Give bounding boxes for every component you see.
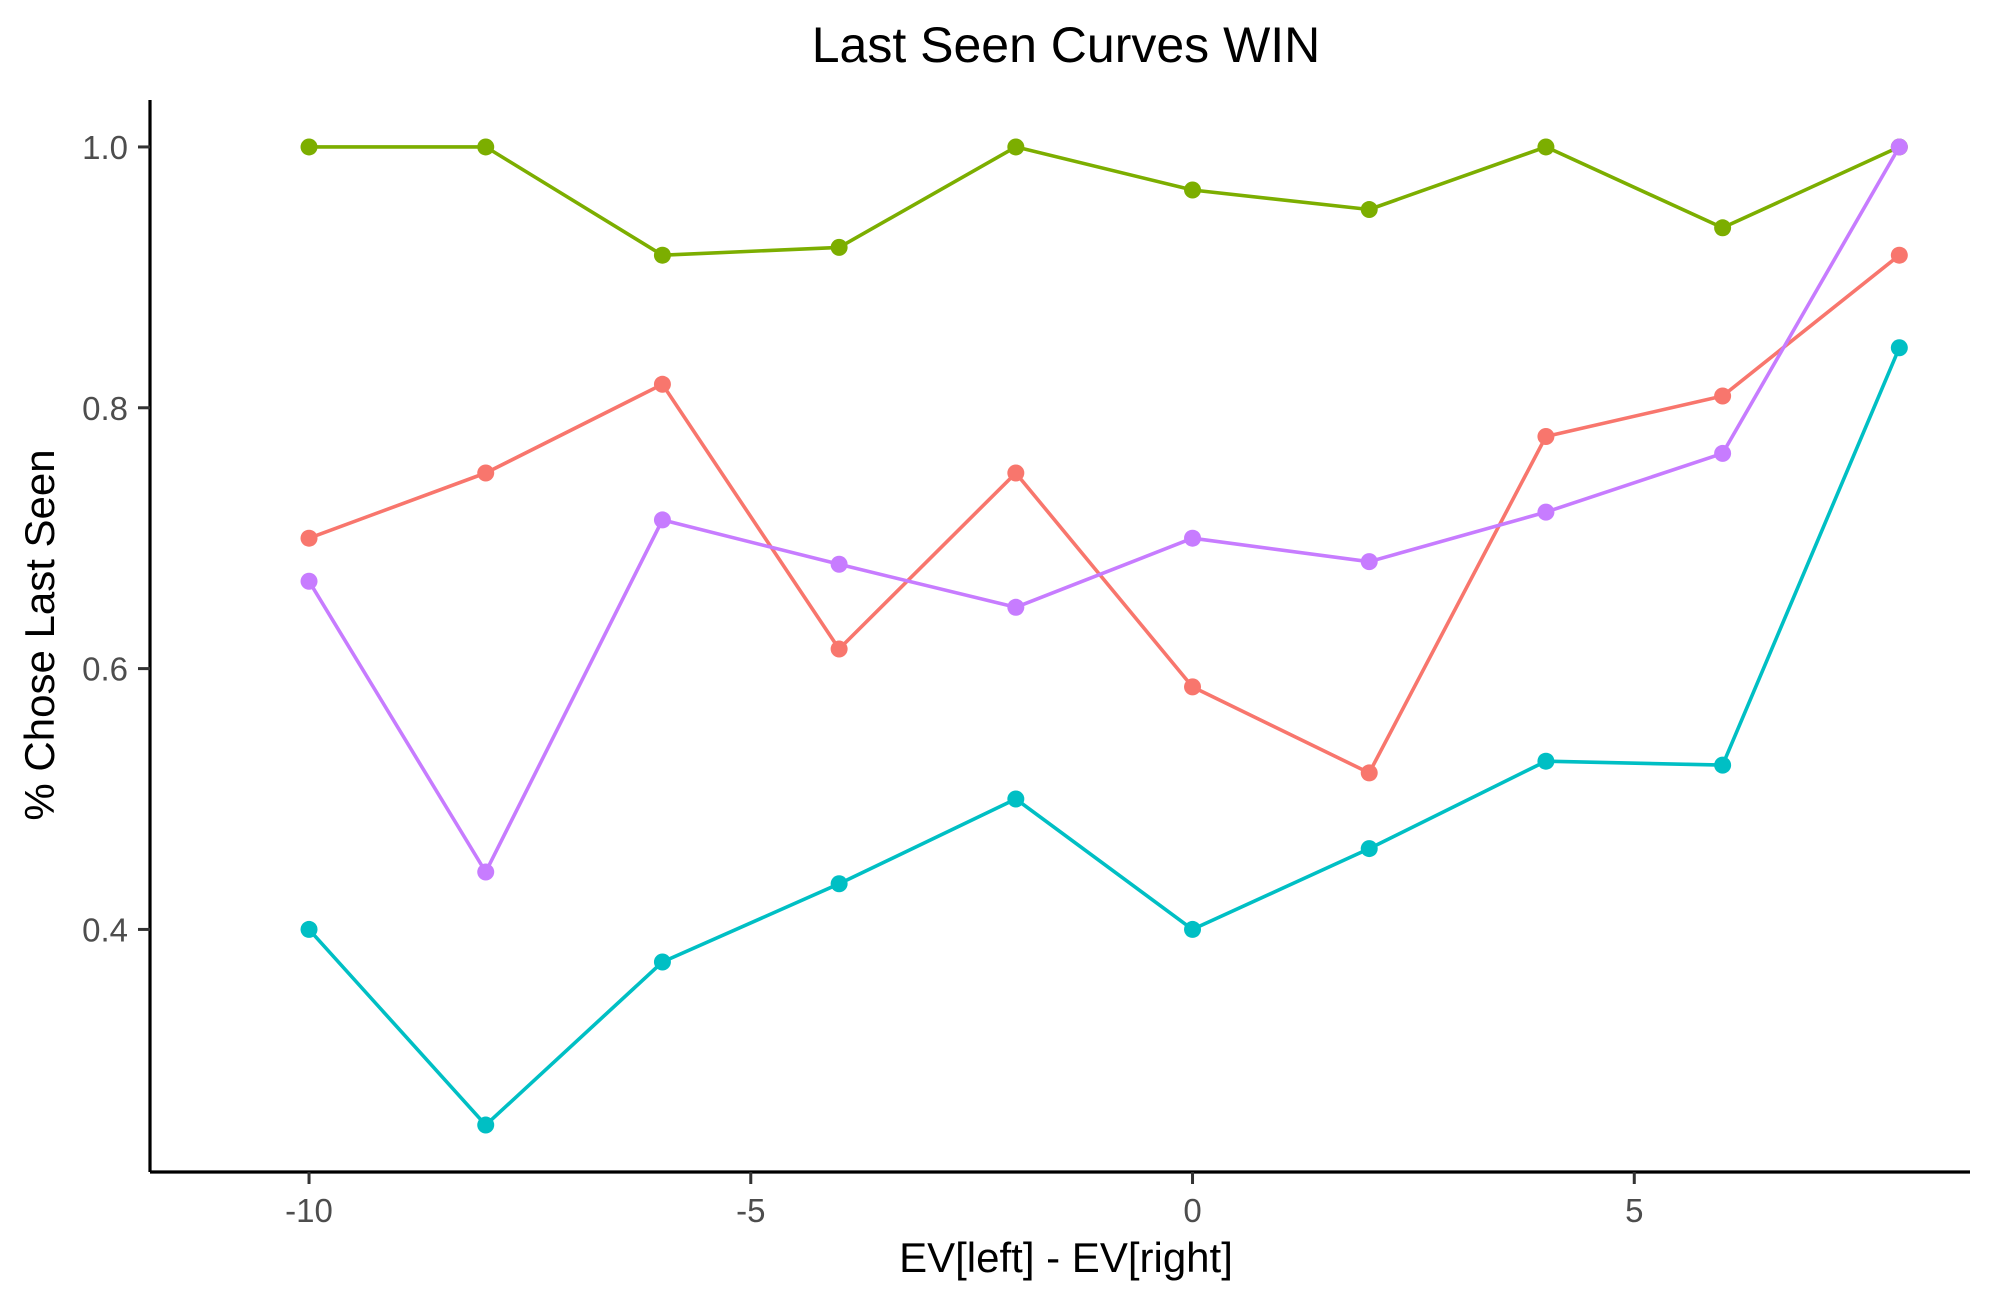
series-1-point <box>1714 387 1732 405</box>
series-2-point <box>477 138 495 156</box>
y-ticks: 0.4 0.6 0.8 1.0 <box>82 129 150 948</box>
series-1-point <box>830 640 848 658</box>
series-2-point <box>830 238 848 256</box>
series-1-point <box>1360 764 1378 782</box>
series-4-point <box>1714 444 1732 462</box>
series-2-point <box>1537 138 1555 156</box>
series-2-point <box>300 138 318 156</box>
series-3-point <box>477 1116 495 1134</box>
y-tick-label: 1.0 <box>82 129 128 166</box>
series-4-point <box>1184 529 1202 547</box>
x-axis-label: EV[left] - EV[right] <box>899 1234 1233 1281</box>
series-2-point <box>1007 138 1025 156</box>
series-3-point <box>1184 920 1202 938</box>
series-4-point <box>477 863 495 881</box>
y-tick-label: 0.6 <box>82 651 128 688</box>
series-1-point <box>1890 246 1908 264</box>
series-2 <box>300 138 1908 264</box>
y-tick-label: 0.8 <box>82 390 128 427</box>
series-4-point <box>1890 138 1908 156</box>
series-3-point <box>1890 339 1908 357</box>
series-1-point <box>653 375 671 393</box>
series-1-line <box>307 253 1902 775</box>
series-4-line <box>307 145 1902 874</box>
x-ticks: -10 -5 0 5 <box>285 1172 1643 1229</box>
series-2-point <box>653 246 671 264</box>
x-tick-label: 5 <box>1625 1192 1643 1229</box>
series-2-point <box>1360 201 1378 219</box>
x-tick-label: -10 <box>285 1192 333 1229</box>
series-4 <box>300 138 1908 881</box>
series-3-line <box>307 345 1902 1127</box>
series-4-point <box>1007 598 1025 616</box>
series-3-point <box>830 875 848 893</box>
series-3-point <box>653 953 671 971</box>
series-2-line <box>307 145 1902 257</box>
series-1-point <box>1007 464 1025 482</box>
series-2-point <box>1184 181 1202 199</box>
series-3-point <box>1537 752 1555 770</box>
series-3-point <box>1714 756 1732 774</box>
series-4-point <box>1537 503 1555 521</box>
axes <box>148 100 1970 1174</box>
x-tick-label: -5 <box>736 1192 765 1229</box>
series-3-point <box>1360 840 1378 858</box>
series-4-point <box>300 572 318 590</box>
series-1 <box>300 246 1908 782</box>
y-axis-label: % Chose Last Seen <box>16 449 63 820</box>
chart-title: Last Seen Curves WIN <box>812 17 1321 73</box>
x-tick-label: 0 <box>1183 1192 1201 1229</box>
series-1-point <box>300 529 318 547</box>
y-tick-label: 0.4 <box>82 911 128 948</box>
series-4-point <box>653 511 671 529</box>
series-layer <box>300 138 1908 1134</box>
series-1-point <box>477 464 495 482</box>
series-4-point <box>830 555 848 573</box>
series-3-point <box>300 920 318 938</box>
series-3 <box>300 339 1908 1134</box>
series-4-point <box>1360 553 1378 571</box>
series-3-point <box>1007 790 1025 808</box>
series-2-point <box>1714 219 1732 237</box>
series-1-point <box>1184 678 1202 696</box>
series-1-point <box>1537 427 1555 445</box>
